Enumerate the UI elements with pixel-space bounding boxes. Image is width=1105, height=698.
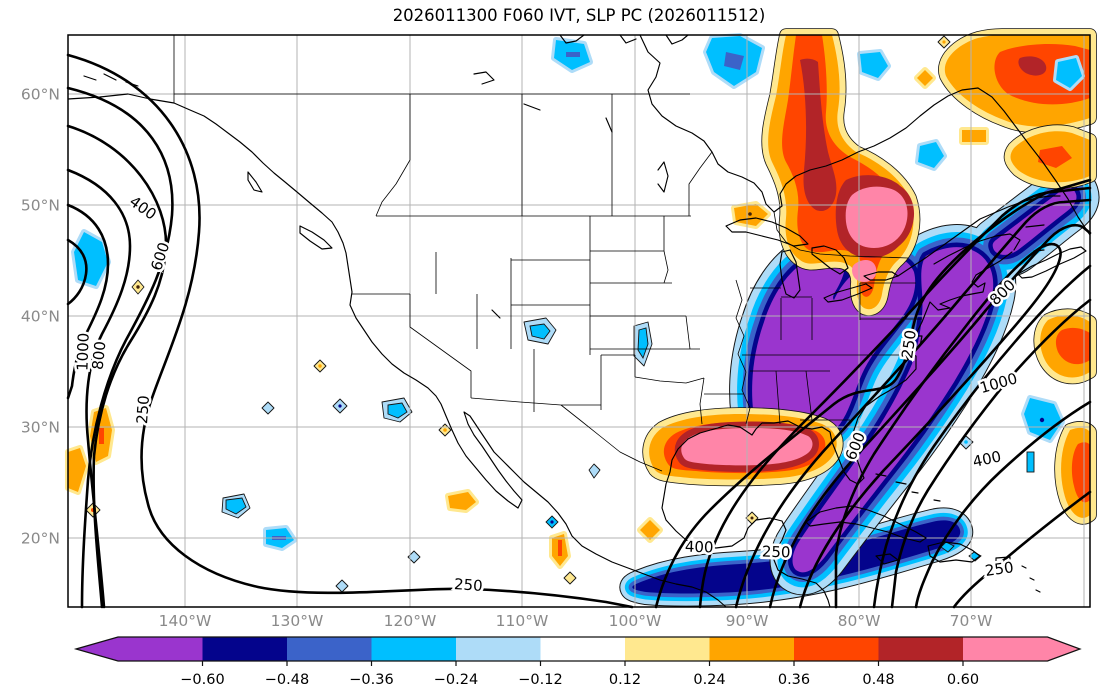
colorbar-segment bbox=[794, 637, 879, 661]
lon-tick-label: 120°W bbox=[384, 612, 437, 630]
lon-tick-label: 100°W bbox=[609, 612, 662, 630]
lon-tick-label: 90°W bbox=[726, 612, 769, 630]
contour-1000-pacific bbox=[66, 203, 110, 400]
lon-tick-label: 110°W bbox=[496, 612, 549, 630]
contour-250-atlantic-se bbox=[952, 490, 1092, 609]
lat-tick-label: 40°N bbox=[21, 308, 60, 326]
axis-tick-labels: 60°N 50°N 40°N 30°N 20°N 140°W 130°W 120°W 110°W… bbox=[21, 86, 992, 631]
lon-tick-label: 70°W bbox=[950, 612, 993, 630]
contour-label-400: 400 bbox=[685, 538, 714, 557]
lat-tick-label: 60°N bbox=[21, 86, 60, 104]
colorbar-outline bbox=[73, 636, 1082, 662]
filled-contour-field bbox=[65, 33, 1090, 594]
scattered-small-anomalies bbox=[65, 33, 1065, 593]
colorbar-tick-label: 0.60 bbox=[947, 672, 979, 688]
contour-800-atlantic-se bbox=[872, 264, 1092, 609]
contour-250-atlantic-nw bbox=[654, 178, 1092, 609]
ivt-contour-lines bbox=[66, 53, 1092, 609]
colorbar: −0.60 −0.48 −0.36 −0.24 −0.12 0.12 0.24 0.36 0.4… bbox=[73, 636, 1082, 688]
graticule-gridlines bbox=[68, 35, 1090, 607]
contour-label-1000: 1000 bbox=[73, 332, 92, 371]
plot-title: 2026011300 F060 IVT, SLP PC (2026011512) bbox=[393, 6, 766, 25]
contour-800-pacific bbox=[66, 168, 132, 609]
colorbar-tick-label: 0.36 bbox=[778, 672, 810, 688]
colorbar-segment bbox=[540, 637, 625, 661]
contour-400-atlantic-nw bbox=[698, 186, 1092, 609]
plot-frame bbox=[67, 34, 1091, 608]
colorbar-tick-label: 0.24 bbox=[693, 672, 725, 688]
colorbar-tick-label: −0.12 bbox=[518, 672, 562, 688]
contour-800-atlantic bbox=[768, 224, 1092, 609]
positive-anomaly-labrador bbox=[945, 35, 1090, 127]
colorbar-tick-label: −0.24 bbox=[434, 672, 478, 688]
lat-tick-label: 30°N bbox=[21, 419, 60, 437]
lon-tick-label: 80°W bbox=[838, 612, 881, 630]
colorbar-tick-label: −0.48 bbox=[265, 672, 309, 688]
contour-400-pacific bbox=[66, 86, 174, 609]
positive-anomaly-right-edge bbox=[1040, 315, 1090, 518]
positive-anomaly-newfoundland bbox=[1011, 131, 1090, 182]
colorbar-tick-label: 0.12 bbox=[609, 672, 641, 688]
colorbar-segment bbox=[625, 637, 710, 661]
positive-anomaly-quebec bbox=[768, 35, 913, 309]
lon-tick-label: 140°W bbox=[159, 612, 212, 630]
contour-label-800: 800 bbox=[89, 340, 110, 370]
contour-inner-pacific bbox=[66, 238, 88, 306]
lat-tick-label: 20°N bbox=[21, 530, 60, 548]
contour-label-250: 250 bbox=[762, 543, 791, 562]
colorbar-segment bbox=[456, 637, 541, 661]
colorbar-under-arrow bbox=[76, 637, 203, 661]
contour-250-pacific bbox=[66, 53, 634, 609]
colorbar-over-arrow bbox=[963, 637, 1080, 661]
colorbar-segment bbox=[878, 637, 963, 661]
colorbar-segment bbox=[709, 637, 794, 661]
colorbar-tick-label: −0.36 bbox=[349, 672, 393, 688]
contour-600-atlantic-se bbox=[890, 298, 1092, 609]
colorbar-segment bbox=[202, 637, 287, 661]
contour-label-250: 250 bbox=[133, 395, 153, 425]
contour-label-250: 250 bbox=[453, 575, 483, 595]
contour-1000-atlantic bbox=[798, 242, 1062, 609]
coastlines bbox=[67, 34, 1091, 608]
colorbar-segment bbox=[287, 637, 372, 661]
contour-400-atlantic-se bbox=[914, 400, 1092, 609]
lon-tick-label: 130°W bbox=[271, 612, 324, 630]
lat-tick-label: 50°N bbox=[21, 197, 60, 215]
colorbar-tick-label: −0.60 bbox=[180, 672, 224, 688]
state-province-borders bbox=[173, 35, 922, 472]
contour-label-250: 250 bbox=[984, 558, 1015, 580]
colorbar-segment bbox=[371, 637, 456, 661]
colorbar-tick-label: 0.48 bbox=[862, 672, 894, 688]
contour-600-atlantic-nw bbox=[734, 198, 1092, 609]
